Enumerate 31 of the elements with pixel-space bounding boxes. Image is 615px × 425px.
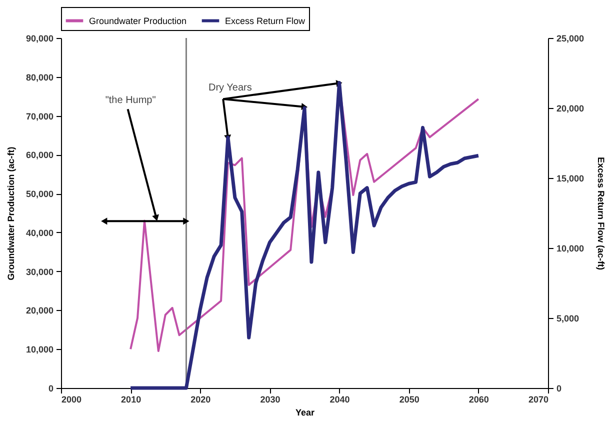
y2-tick-label: 20,000: [556, 104, 584, 114]
legend-label: Groundwater Production: [89, 16, 187, 26]
y-tick-label: 60,000: [26, 150, 54, 160]
x-axis-title: Year: [295, 408, 315, 418]
y-tick-label: 20,000: [26, 306, 54, 316]
y-tick-label: 70,000: [26, 111, 54, 122]
y2-tick-label: 25,000: [556, 34, 584, 44]
y2-tick-label: 5,000: [556, 314, 580, 324]
y2-tick-label: 15,000: [556, 174, 584, 184]
annotation: "the Hump": [105, 95, 156, 106]
y-tick-label: 90,000: [26, 34, 54, 44]
x-tick-label: 2070: [528, 394, 548, 404]
y-axis-title: Groundwater Production (ac-ft): [6, 146, 16, 280]
y2-axis-title: Excess Return Flow (ac-ft): [596, 156, 606, 270]
y2-tick-label: 10,000: [556, 244, 584, 254]
y-tick-label: 30,000: [26, 266, 54, 277]
y-tick-label: 0: [48, 384, 54, 394]
x-tick-label: 2060: [468, 394, 489, 404]
x-tick-label: 2040: [330, 394, 350, 404]
y-tick-label: 40,000: [26, 228, 54, 238]
x-tick-label: 2010: [121, 394, 142, 404]
legend-label: Excess Return Flow: [225, 16, 306, 26]
x-tick-label: 2050: [399, 394, 420, 404]
y-tick-label: 50,000: [26, 189, 54, 200]
y2-tick-label: 0: [556, 384, 562, 394]
x-tick-label: 2020: [190, 394, 211, 404]
y-tick-label: 10,000: [26, 344, 54, 355]
x-tick-label: 2030: [260, 394, 280, 404]
annotation: Dry Years: [208, 82, 252, 94]
x-tick-label: 2000: [62, 394, 82, 404]
y-tick-label: 80,000: [26, 72, 54, 82]
